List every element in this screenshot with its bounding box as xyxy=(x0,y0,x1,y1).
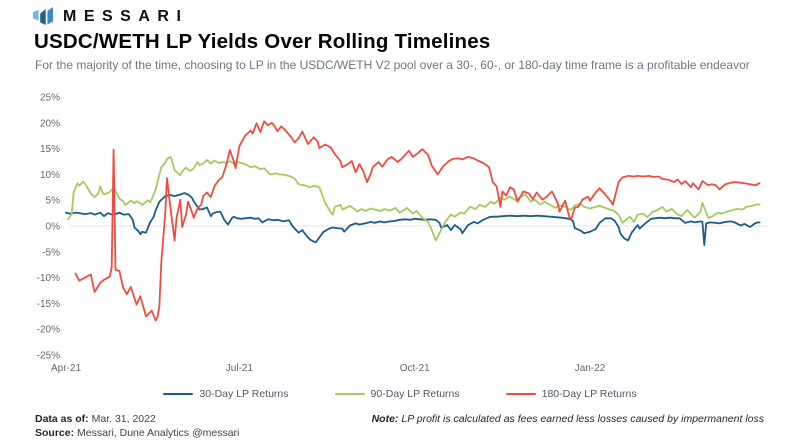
legend-item-30-day-lp-returns: 30-Day LP Returns xyxy=(163,388,289,400)
messari-logo-text: MESSARI xyxy=(63,8,189,25)
source-line: Source: Messari, Dune Analytics @messari xyxy=(35,426,239,440)
chart-legend: 30-Day LP Returns 90-Day LP Returns 180-Da… xyxy=(0,388,800,400)
legend-label: 90-Day LP Returns xyxy=(370,388,460,400)
footnote-label: Note: xyxy=(371,413,399,425)
y-tick-label: 20% xyxy=(40,118,60,129)
x-tick-label: Jul-21 xyxy=(226,363,254,374)
data-as-of-label: Data as of: xyxy=(35,413,89,425)
legend-marker xyxy=(505,392,536,396)
legend-marker xyxy=(334,392,365,396)
legend-item-180-day-lp-returns: 180-Day LP Returns xyxy=(505,388,637,400)
footnote: Note: LP profit is calculated as fees ea… xyxy=(372,413,764,425)
y-tick-label: 5% xyxy=(46,196,61,207)
page-subtitle: For the majority of the time, choosing t… xyxy=(35,58,750,72)
y-tick-label: 10% xyxy=(40,170,60,181)
legend-label: 30-Day LP Returns xyxy=(199,388,289,400)
x-tick-label: Jan-22 xyxy=(575,363,606,374)
series-line-180-day-lp-returns xyxy=(74,120,761,322)
x-tick-label: Oct-21 xyxy=(400,363,430,374)
y-tick-label: 0% xyxy=(46,222,61,233)
series-line-30-day-lp-returns xyxy=(65,192,761,247)
legend-label: 180-Day LP Returns xyxy=(541,388,637,400)
legend-marker xyxy=(163,392,194,396)
footnote-value: LP profit is calculated as fees earned l… xyxy=(401,413,764,425)
y-tick-label: -5% xyxy=(42,247,60,258)
y-tick-label: 25% xyxy=(40,93,60,104)
data-as-of-line: Data as of: Mar. 31, 2022 xyxy=(35,412,239,426)
series-line-90-day-lp-returns xyxy=(67,155,761,242)
messari-logo-icon xyxy=(33,7,53,25)
source-label: Source: xyxy=(35,427,75,439)
y-tick-label: -25% xyxy=(37,351,60,362)
messari-logo: MESSARI xyxy=(33,6,188,28)
y-tick-label: -15% xyxy=(37,299,60,310)
x-tick-label: Apr-21 xyxy=(51,363,81,374)
page-title: USDC/WETH LP Yields Over Rolling Timelin… xyxy=(34,30,491,53)
y-tick-label: -10% xyxy=(37,273,60,284)
y-tick-label: -20% xyxy=(37,325,60,336)
legend-item-90-day-lp-returns: 90-Day LP Returns xyxy=(334,388,460,400)
footer-meta: Data as of: Mar. 31, 2022 Source: Messar… xyxy=(35,412,239,440)
data-as-of-value: Mar. 31, 2022 xyxy=(91,413,156,425)
source-value: Messari, Dune Analytics @messari xyxy=(77,427,240,439)
y-tick-label: 15% xyxy=(40,144,60,155)
